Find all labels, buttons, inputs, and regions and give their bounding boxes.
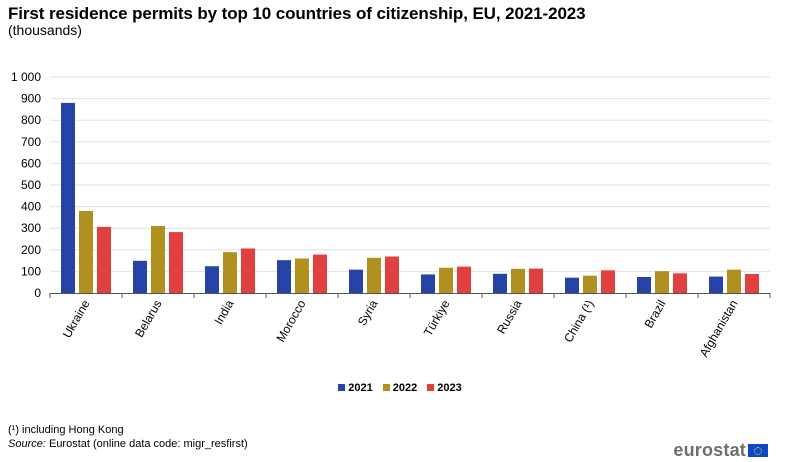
y-tick-label: 500: [21, 178, 41, 192]
bar-2023-9: [745, 273, 759, 293]
bar-2021-0: [61, 102, 75, 293]
bar-2021-1: [133, 260, 147, 293]
footnote: (¹) including Hong Kong: [8, 424, 124, 436]
legend: 2021 2022 2023: [0, 382, 800, 394]
bar-2022-2: [223, 252, 237, 293]
eu-flag-icon: [748, 444, 768, 457]
y-tick-label: 600: [21, 156, 41, 170]
x-tick-label: China (¹): [561, 298, 596, 345]
legend-label: 2023: [437, 382, 462, 394]
x-tick-label: Morocco: [273, 297, 308, 344]
x-tick-label: Brazil: [641, 298, 668, 331]
bar-2022-6: [511, 268, 525, 293]
bar-2022-3: [295, 258, 309, 293]
x-axis: [49, 293, 771, 298]
bar-2023-1: [169, 232, 183, 293]
y-tick-label: 100: [21, 264, 41, 278]
bar-2021-6: [493, 273, 507, 293]
bar-2021-3: [277, 260, 291, 293]
bar-2022-5: [439, 267, 453, 293]
bar-2022-1: [151, 226, 165, 293]
y-tick-label: 700: [21, 135, 41, 149]
x-tick-label: Türkiye: [421, 297, 453, 338]
source-text: Eurostat (online data code: migr_resfirs…: [45, 438, 248, 450]
bar-2023-6: [529, 268, 543, 293]
x-tick-label: Russia: [494, 297, 525, 336]
bar-2023-2: [241, 248, 255, 293]
legend-label: 2021: [348, 382, 373, 394]
y-tick-label: 800: [21, 113, 41, 127]
x-tick-label: India: [211, 297, 236, 327]
bar-2023-4: [385, 256, 399, 293]
bars: [61, 102, 759, 293]
source-note: Source: Eurostat (online data code: migr…: [8, 438, 248, 450]
legend-item-2023: 2023: [427, 382, 462, 394]
y-tick-label: 400: [21, 200, 41, 214]
bar-chart: 0 100 200 300 400 500 600 700 800 900 1 000 Ukrain…: [11, 70, 771, 359]
bar-2022-9: [727, 269, 741, 293]
legend-label: 2022: [392, 382, 418, 394]
y-tick-label: 200: [21, 243, 41, 257]
legend-item-2022: 2022: [382, 382, 418, 394]
y-axis-ticks: 0 100 200 300 400 500 600 700 800 900 1 000: [11, 70, 41, 300]
logo-text: eurostat: [673, 440, 746, 460]
bar-2021-4: [349, 269, 363, 293]
x-tick-label: Ukraine: [60, 297, 93, 340]
legend-swatch: [382, 384, 390, 391]
bar-2021-2: [205, 266, 219, 293]
bar-2023-8: [673, 273, 687, 293]
y-tick-label: 900: [21, 92, 41, 106]
y-tick-label: 1 000: [11, 70, 41, 84]
y-tick-label: 0: [34, 286, 41, 300]
source-label: Source:: [8, 438, 46, 450]
bar-2022-8: [655, 271, 669, 293]
x-axis-labels: Ukraine Belarus India Morocco Syria Türkiye Ru…: [60, 297, 741, 359]
bar-2023-5: [457, 266, 471, 293]
x-tick-label: Syria: [355, 297, 381, 328]
bar-2021-5: [421, 274, 435, 293]
legend-swatch: [427, 384, 435, 391]
bar-2022-7: [583, 275, 597, 293]
chart-subtitle: (thousands): [8, 22, 82, 38]
bar-2022-0: [79, 210, 93, 293]
bar-2021-8: [637, 277, 651, 293]
legend-swatch: [338, 384, 346, 391]
bar-2021-9: [709, 276, 723, 293]
chart-title: First residence permits by top 10 countr…: [8, 4, 586, 23]
bar-2023-3: [313, 254, 327, 293]
bar-2023-0: [97, 226, 111, 293]
x-tick-label: Belarus: [132, 298, 164, 340]
bar-2021-7: [565, 277, 579, 293]
bar-2022-4: [367, 257, 381, 293]
legend-item-2021: 2021: [338, 382, 373, 394]
bar-2023-7: [601, 270, 615, 293]
y-tick-label: 300: [21, 221, 41, 235]
x-tick-label: Afghanistan: [697, 298, 741, 360]
eurostat-logo: eurostat: [673, 440, 768, 461]
